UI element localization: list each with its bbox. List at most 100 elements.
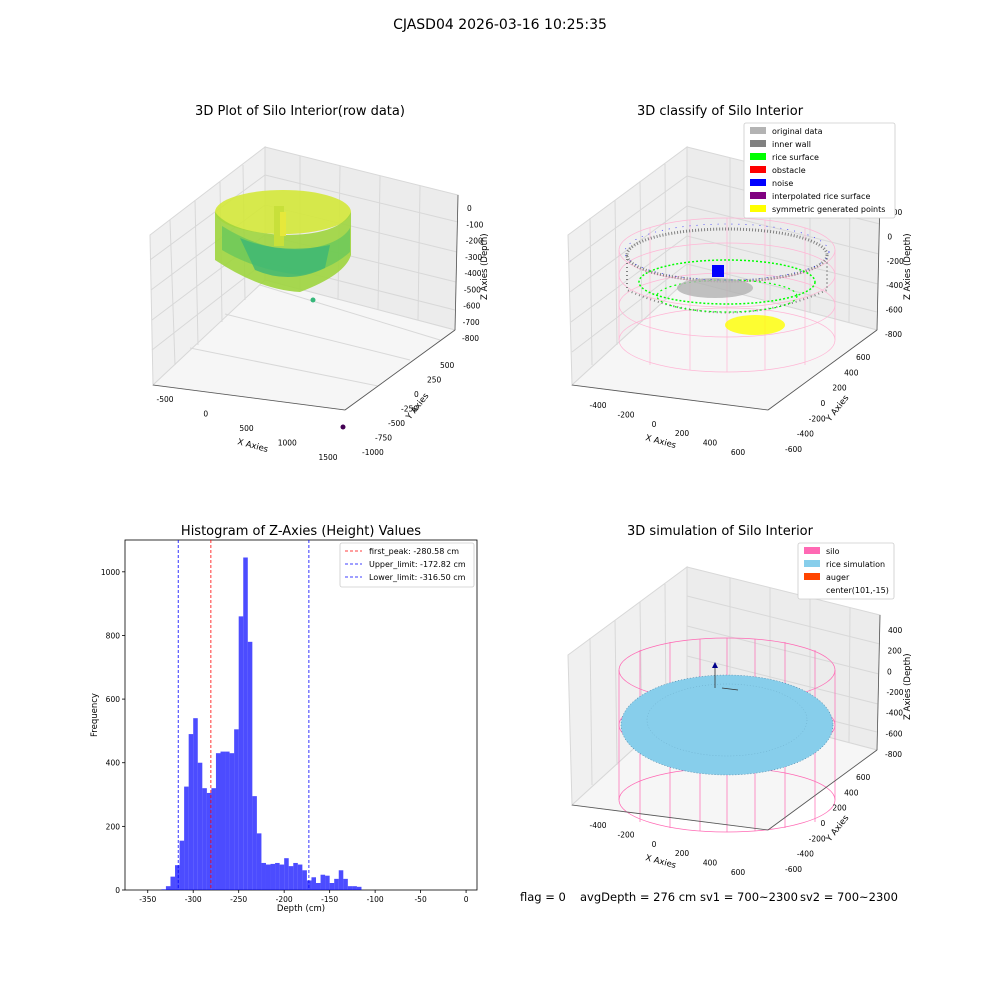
histogram-bar [334,878,339,890]
simulation-x-tick-label: 400 [703,859,718,868]
simulation-z-label: Z Axies (Depth) [903,653,913,720]
histogram-bar [197,762,203,890]
histogram-bar [352,886,357,890]
raw-z-tick-label: -500 [464,285,481,294]
simulation-x-tick-label: 200 [675,849,690,858]
classify-x-tick-label: -200 [617,410,634,419]
raw-y-tick-label: -750 [375,434,392,443]
auger [712,662,739,691]
histogram-bar [179,840,185,890]
raw-y-tick-label: 0 [414,390,419,399]
classify-y-tick-label: 600 [856,353,871,362]
hist-x-tick-label: -200 [276,895,293,904]
raw-plot: -500 0 500 1000 1500 500 250 0 -250 -500 -750 -100… [149,145,490,462]
hist-x-tick-label: -350 [139,895,156,904]
legend-swatch [750,192,766,199]
histogram-bar [238,616,244,890]
raw-z-tick-label: -800 [462,334,479,343]
histogram-bar [325,875,330,890]
classify-x-label: X Axies [644,433,677,451]
histogram-bar [234,729,239,890]
histogram-bar [316,883,321,890]
legend-label: auger [826,573,850,582]
raw-z-tick-label: -600 [463,302,480,311]
classify-plot: -400 -200 0 200 400 600 600 400 200 0 -200 -400 -60… [567,122,913,457]
rice-simulation-surface [620,674,834,776]
legend-swatch [804,573,820,580]
simulation-plot: -400 -200 0 200 400 600 600 400 200 0 -200 -400 -60… [567,542,913,877]
simulation-x-label: X Axies [644,853,677,871]
histogram-bar [247,641,253,890]
legend-swatch [804,547,820,554]
classify-x-tick-label: 600 [731,448,746,457]
classify-plot-title: 3D classify of Silo Interior [636,104,804,119]
raw-point-cloud [215,190,351,430]
simulation-z-tick-label: 400 [888,626,903,635]
raw-y-tick-label: -250 [401,405,418,414]
raw-x-tick-label: -500 [156,395,173,404]
hist-y-tick-label: 400 [106,759,121,768]
hist-x-tick-label: 0 [464,895,469,904]
hist-title: Histogram of Z-Axies (Height) Values [180,524,422,539]
hist-x-tick-label: -150 [321,895,338,904]
hist-x-tick-label: -300 [185,895,202,904]
histogram-bar [311,877,317,890]
histogram-bar [297,864,303,890]
histogram-bar [347,886,353,890]
classify-y-tick-label: -400 [797,430,814,439]
simulation-z-tick-label: -400 [886,709,903,718]
raw-y-tick-label: -500 [388,419,405,428]
raw-z-tick-label: -300 [465,253,482,262]
classify-y-tick-label: -600 [785,445,802,454]
histogram-bar [225,751,230,890]
legend-swatch [750,127,766,134]
histogram-bar [302,870,307,890]
raw-z-label: Z Axies (Depth) [480,233,490,300]
raw-z-tick-label: -100 [466,220,483,229]
legend-label: original data [772,127,823,136]
histogram-bar [284,858,289,890]
flag-text: flag = 0 [520,890,566,904]
classify-y-tick-label: 400 [844,368,859,377]
raw-y-tick-label: 250 [427,376,442,385]
hist-x-tick-label: -100 [367,895,384,904]
hist-plot-area [124,539,478,891]
raw-x-tick-label: 1000 [278,439,297,448]
hist-y-tick-label: 0 [115,886,120,895]
simulation-z-tick-label: -200 [887,688,904,697]
legend-swatch [750,166,766,173]
legend-swatch [804,560,820,567]
histogram-bar [279,864,285,890]
raw-x-tick-label: 500 [239,424,254,433]
classify-z-tick-label: -600 [886,306,903,315]
raw-z-tick-label: -200 [466,237,483,246]
histogram-bar [220,751,226,890]
classify-z-label: Z Axies (Depth) [903,233,913,300]
sv2-text: sv2 = 700~2300 [800,890,898,904]
hist-x-label: Depth (cm) [277,904,325,914]
simulation-y-tick-label: 600 [856,773,871,782]
simulation-legend: silo rice simulation auger center(101,-15) [797,542,895,600]
histogram-bar [288,866,294,890]
legend-label: rice surface [772,153,819,162]
simulation-x-tick-label: -200 [617,830,634,839]
hist-legend: first_peak: -280.58 cm Upper_limit: -172.… [339,542,475,588]
raw-z-tick-label: -700 [463,318,480,327]
histogram-bar [356,886,362,890]
sv1-text: sv1 = 700~2300 [700,890,798,904]
legend-label: silo [826,547,840,556]
classify-z-tick-label: -800 [885,330,902,339]
raw-axes-lines [152,194,459,411]
histogram-bar [175,865,180,890]
histogram-bar [293,862,298,890]
simulation-y-tick-label: -400 [797,850,814,859]
legend-label: first_peak: -280.58 cm [369,547,459,556]
avg-depth-text: avgDepth = 276 cm [580,890,697,904]
legend-label: noise [772,179,793,188]
histogram-bar [270,863,276,890]
legend-label: rice simulation [826,560,885,569]
classify-x-tick-label: -400 [589,401,606,410]
simulation-y-tick-label: -600 [785,865,802,874]
legend-swatch [750,153,766,160]
legend-swatch [750,205,766,212]
